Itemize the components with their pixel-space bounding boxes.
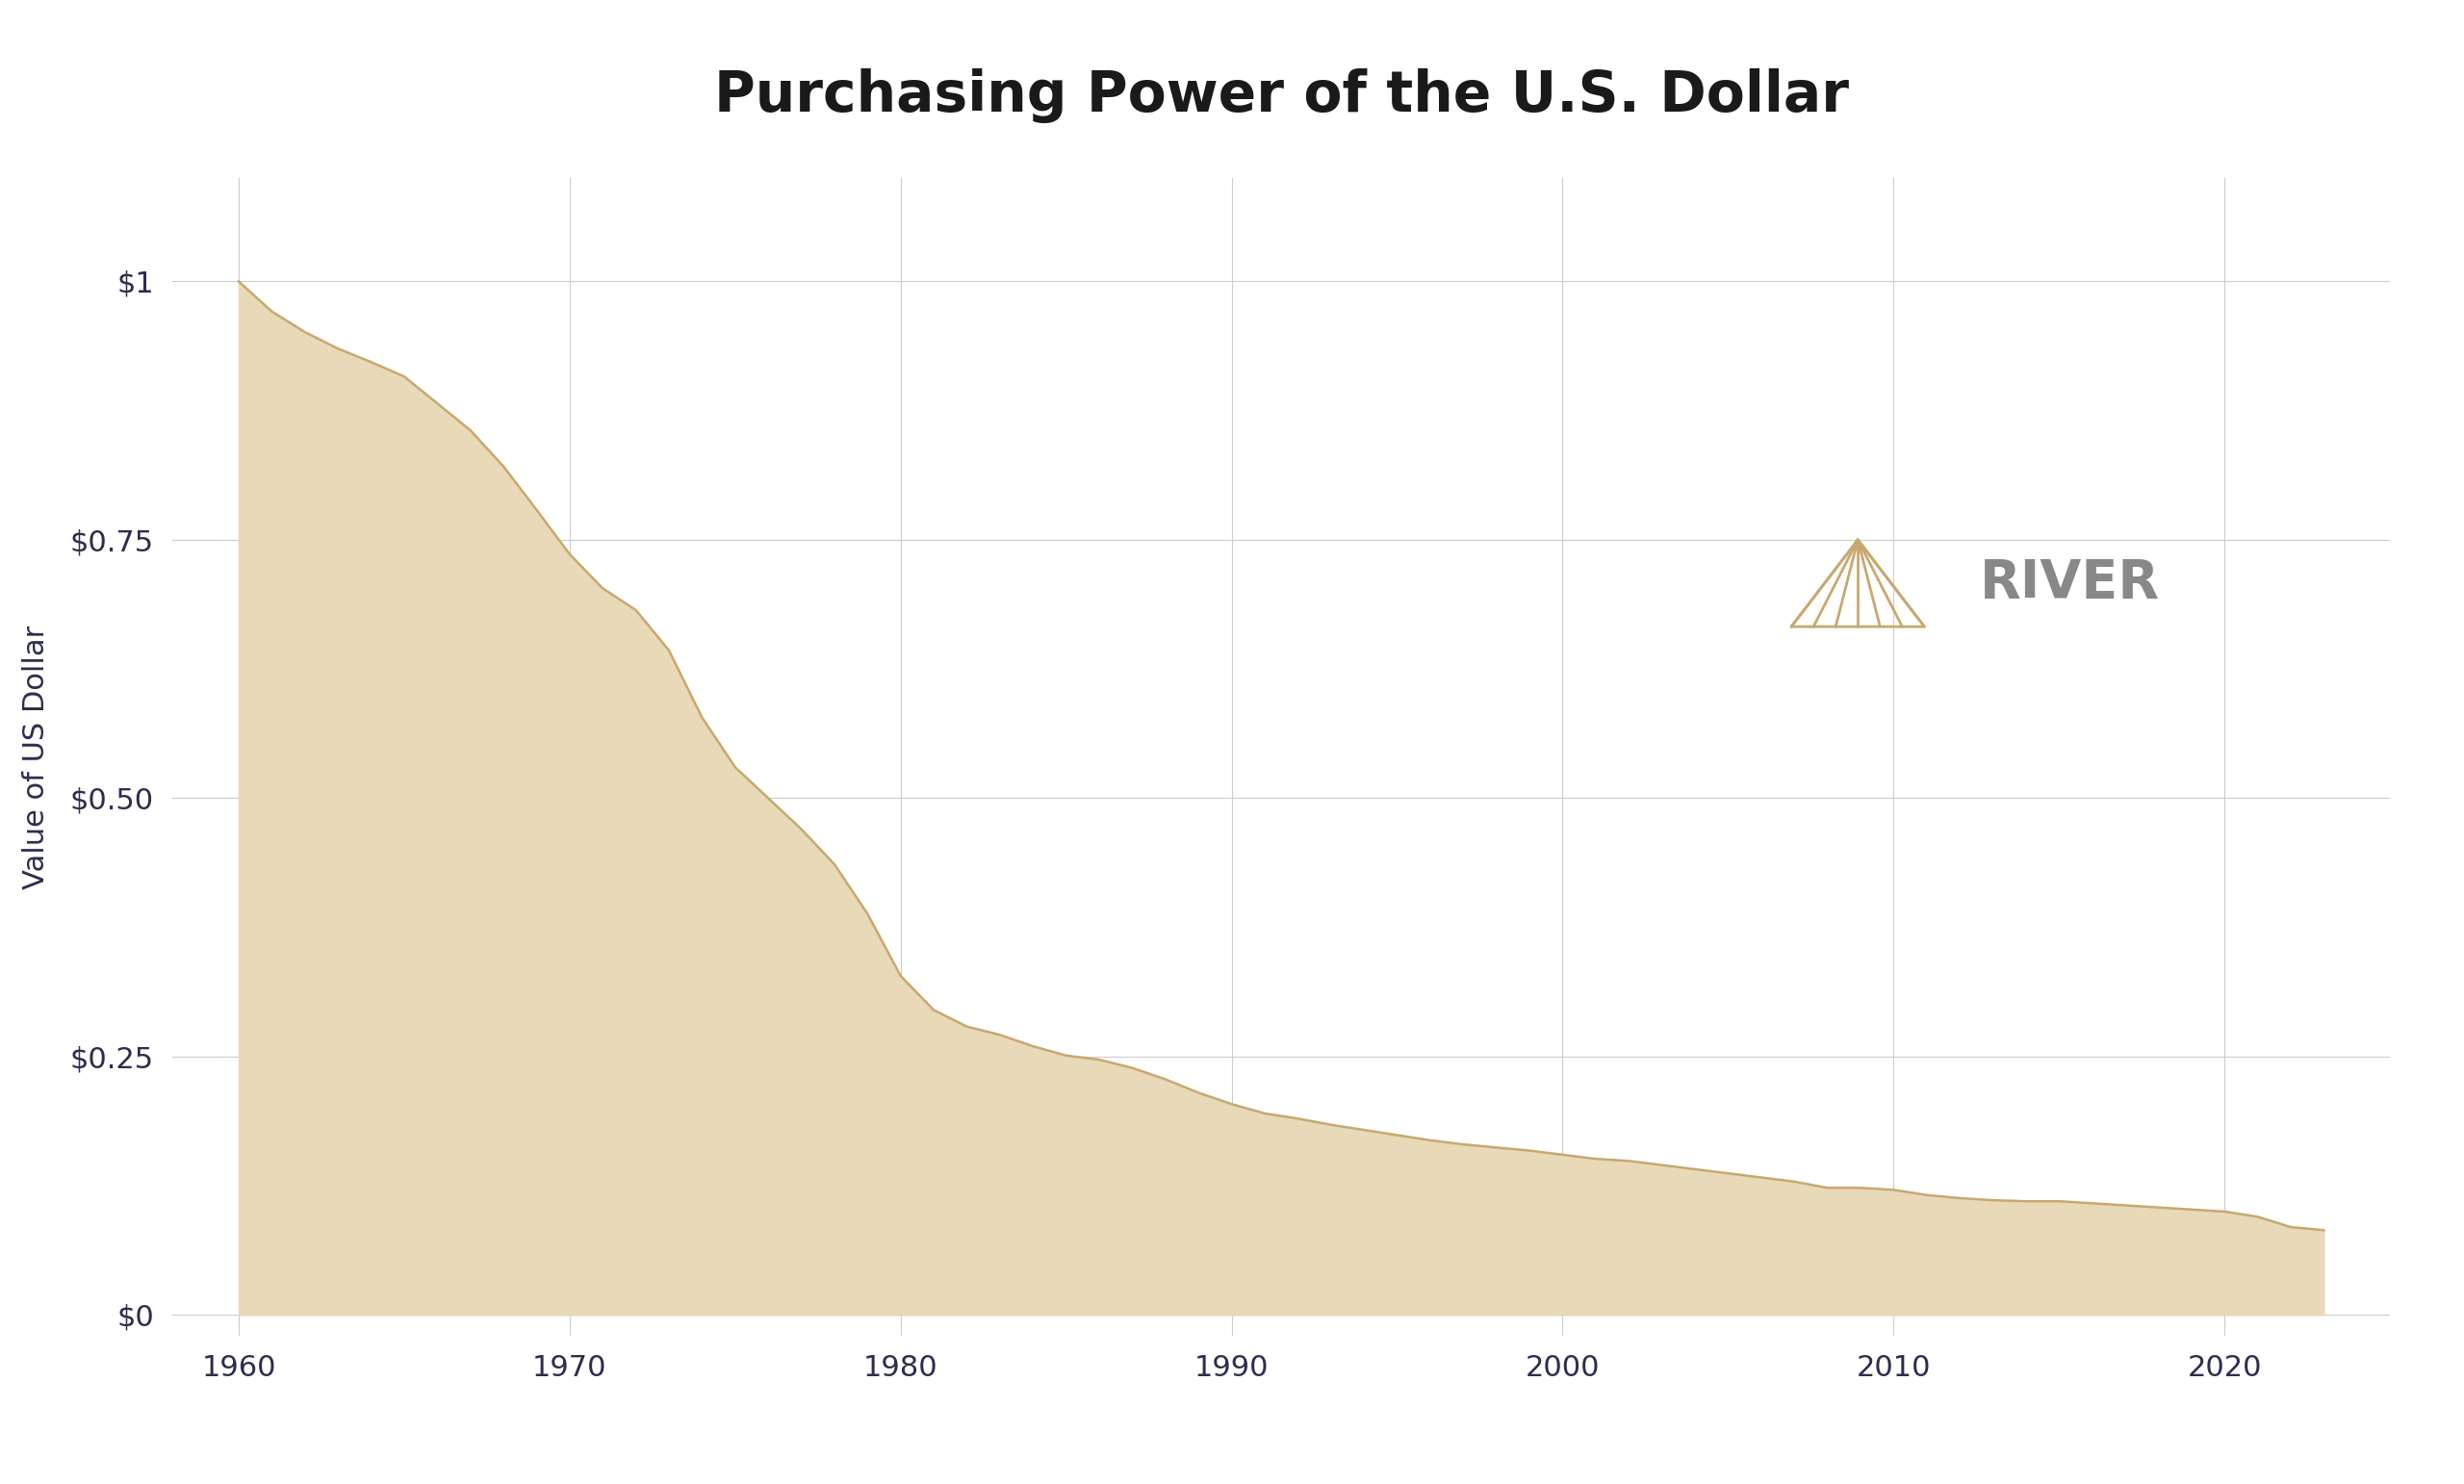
Y-axis label: Value of US Dollar: Value of US Dollar [22,625,49,889]
Title: Purchasing Power of the U.S. Dollar: Purchasing Power of the U.S. Dollar [715,68,1848,123]
Text: RIVER: RIVER [1981,556,2161,610]
